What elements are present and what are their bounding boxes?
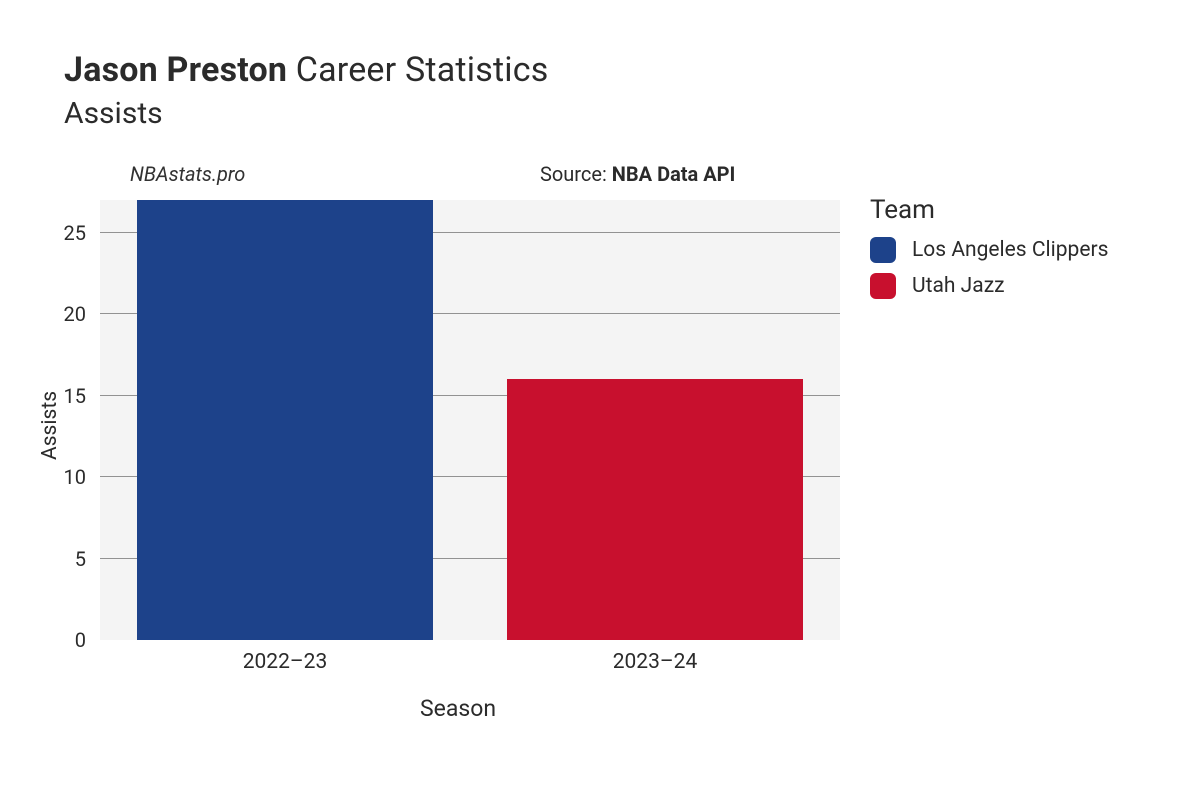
title-bold: Jason Preston <box>64 50 287 90</box>
legend-label: Utah Jazz <box>912 274 1005 298</box>
chart-subtitle: Assists <box>64 96 549 131</box>
legend-label: Los Angeles Clippers <box>912 238 1108 262</box>
legend-items: Los Angeles Clippers Utah Jazz <box>870 237 1108 299</box>
x-tick-label: 2022–23 <box>243 650 328 674</box>
source-name: NBA Data API <box>612 162 736 186</box>
legend: Team Los Angeles Clippers Utah Jazz <box>870 195 1108 309</box>
bar <box>137 200 433 640</box>
legend-title: Team <box>870 195 1108 225</box>
y-axis-title: Assists <box>38 391 62 460</box>
source-prefix: Source: <box>540 162 612 186</box>
legend-item: Los Angeles Clippers <box>870 237 1108 263</box>
x-tick-label: 2023–24 <box>613 650 698 674</box>
title-block: Jason Preston Career Statistics Assists <box>64 50 549 131</box>
chart-container: Jason Preston Career Statistics Assists … <box>0 0 1200 800</box>
source-attribution: Source: NBA Data API <box>540 162 735 186</box>
legend-swatch <box>870 237 896 263</box>
title-rest: Career Statistics <box>287 50 548 90</box>
bar <box>507 379 803 640</box>
x-axis-title: Season <box>420 695 496 722</box>
legend-swatch <box>870 273 896 299</box>
legend-item: Utah Jazz <box>870 273 1108 299</box>
plot-area <box>100 200 840 640</box>
watermark: NBAstats.pro <box>130 162 245 186</box>
chart-title: Jason Preston Career Statistics <box>64 50 549 90</box>
